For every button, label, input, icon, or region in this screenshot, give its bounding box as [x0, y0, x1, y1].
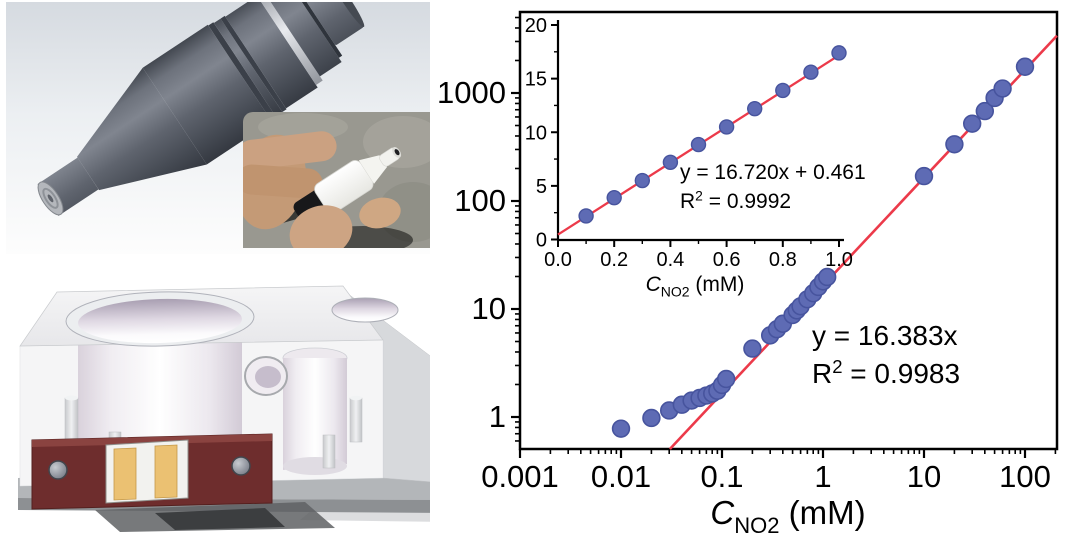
sensor-shoulder: [358, 155, 388, 184]
side-port-bore: [255, 366, 281, 388]
inset-scatter-point: [747, 100, 763, 117]
main-equation-label: y = 16.383x: [812, 320, 958, 351]
calibration-chart-panel: 0.001 0.01 0.1 1 10 100 1 10 100 1000 y = 16.383x R…: [430, 0, 1065, 541]
main-x-tick-label: 1: [814, 459, 831, 494]
inset-y-tick-label: 5: [536, 176, 547, 198]
sensor-photo-inset: [243, 112, 432, 248]
inset-x-axis-title: CNO2 (mM): [646, 273, 745, 300]
probe-groove: [208, 22, 277, 121]
inset-scatter-point: [718, 119, 735, 135]
scatter-point: [817, 267, 837, 287]
probe-end-cap: [330, 2, 365, 27]
probe-silver-ring: [258, 2, 323, 85]
inset-r-squared-label: R2 = 0.9992: [680, 187, 791, 213]
bore-opening: [78, 298, 242, 344]
inset-plot: 0.0 0.2 0.4 0.6 0.8 1.0 0 5 10 15 20 y = 16.720x + …: [525, 15, 866, 271]
inset-scatter-point: [803, 64, 819, 80]
main-y-tick-label: 1: [489, 399, 506, 434]
probe-tip-hole: [47, 194, 54, 203]
probe-body: [37, 2, 365, 216]
inset-scatter-point: [831, 45, 847, 61]
scatter-point: [975, 101, 995, 121]
stone-texture: [363, 116, 432, 168]
inset-scatter-point: [606, 189, 622, 206]
pin: [322, 434, 336, 469]
small-top-hole: [331, 297, 399, 323]
probe-band: [213, 18, 283, 117]
inset-x-tick-label: 0.0: [544, 249, 572, 271]
main-plot-frame: [518, 10, 1059, 451]
inset-y-tick-label: 15: [525, 69, 547, 91]
main-r-squared-label: R2 = 0.9983: [812, 356, 960, 389]
inset-scatter-point: [690, 136, 707, 153]
electrode-pad: [154, 444, 178, 499]
scatter-point: [716, 369, 736, 389]
scatter-point: [642, 408, 661, 428]
electrode-pad: [113, 447, 137, 501]
pcb-bevel: [32, 434, 272, 447]
main-y-tick-label: 10: [472, 291, 506, 326]
sensor-photo: [243, 112, 432, 248]
white-sensor: [314, 147, 402, 214]
main-x-tick-label: 0.1: [700, 459, 743, 494]
sensor-tip-hole: [394, 149, 400, 156]
probe-step-face: [292, 2, 343, 58]
chart-background: [430, 0, 1065, 541]
scatter-point: [914, 166, 934, 186]
probe-main-cylinder: [142, 24, 272, 165]
probe-tip-ring: [42, 187, 59, 209]
probe-groove: [220, 15, 287, 113]
main-x-tick-label: 0.01: [591, 459, 651, 494]
scatter-point: [945, 135, 964, 154]
dark-shadow: [155, 508, 285, 530]
sensor-body: [314, 160, 374, 214]
probe-end-cylinder: [303, 2, 364, 45]
inset-scatter-point: [634, 172, 651, 189]
inset-scatter-point: [578, 208, 594, 224]
main-x-tick-label: 100: [999, 459, 1051, 494]
inset-x-tick-label: 0.6: [713, 249, 741, 271]
flow-cell-cad-panel: [5, 270, 450, 538]
inset-y-tick-label: 0: [536, 230, 547, 252]
fingertip: [359, 197, 401, 229]
main-x-tick-label: 0.001: [481, 459, 559, 494]
inset-scatter-point: [662, 154, 679, 170]
inset-x-tick-label: 1.0: [825, 249, 853, 271]
probe-mid-cylinder: [225, 2, 318, 109]
inset-x-tick-label: 0.4: [656, 249, 684, 271]
main-x-tick-label: 10: [907, 459, 941, 494]
flow-cell-render: [18, 285, 450, 532]
scatter-point: [962, 114, 982, 133]
inset-y-tick-label: 20: [525, 15, 547, 37]
probe-cone: [76, 67, 207, 191]
index-finger: [243, 131, 337, 170]
thumb: [289, 205, 353, 248]
screw: [231, 456, 251, 476]
pin-top: [350, 395, 362, 401]
inset-y-tick-label: 10: [525, 122, 547, 144]
scatter-point: [743, 339, 762, 358]
scatter-point: [611, 419, 631, 438]
probe-step-cylinder: [268, 2, 342, 77]
inset-x-tick-label: 0.8: [769, 249, 797, 271]
middle-finger: [243, 164, 323, 199]
stone-texture: [378, 182, 432, 242]
main-y-tick-label: 100: [454, 183, 506, 218]
main-x-axis-title: CNO2 (mM): [710, 494, 865, 538]
scatter-point: [1015, 57, 1035, 76]
inset-x-tick-label: 0.2: [600, 249, 628, 271]
pin-top: [65, 395, 78, 401]
screw: [48, 460, 68, 480]
inset-equation-label: y = 16.720x + 0.461: [680, 161, 866, 184]
scatter-point: [993, 79, 1012, 98]
inset-scatter-point: [775, 82, 791, 99]
main-y-tick-label: 1000: [437, 75, 506, 110]
